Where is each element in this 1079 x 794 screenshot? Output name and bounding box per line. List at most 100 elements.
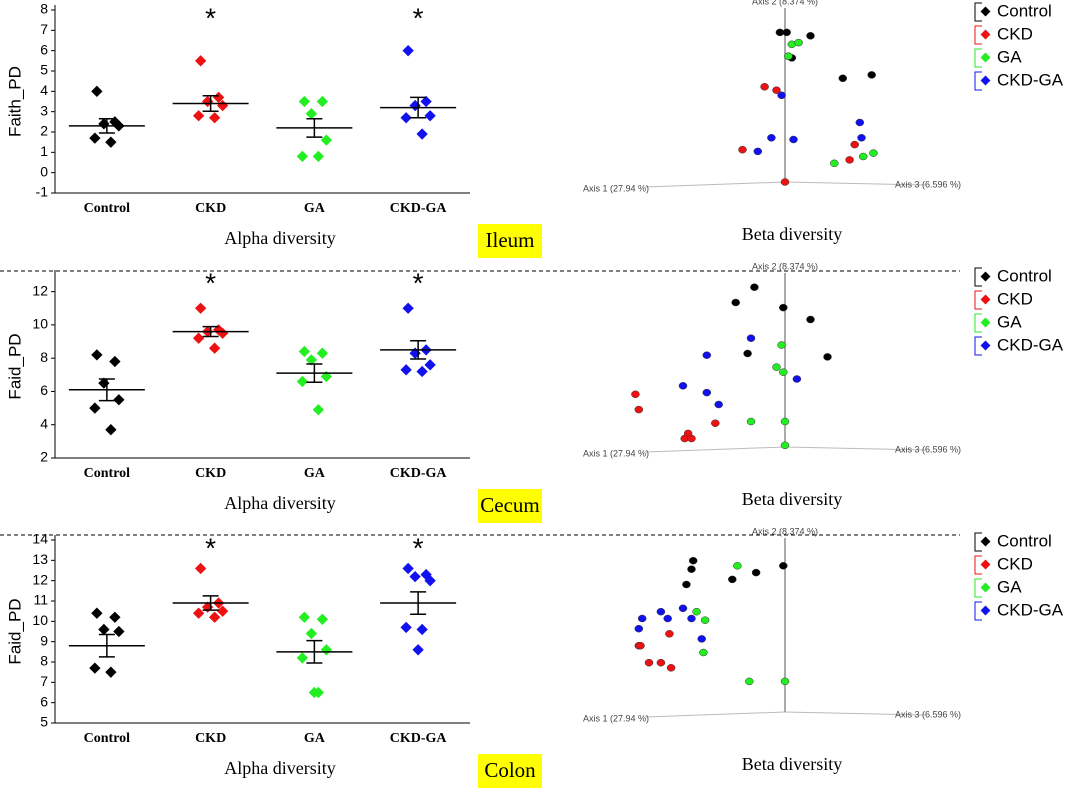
x-tick-label: CKD <box>195 466 226 481</box>
data-point <box>634 624 644 633</box>
axis-label: Axis 1 (27.94 %) <box>583 713 649 723</box>
data-point <box>89 662 101 674</box>
data-point <box>838 74 848 83</box>
data-point <box>743 349 752 358</box>
data-point <box>782 28 791 37</box>
data-point <box>711 419 720 427</box>
data-point <box>697 635 706 643</box>
legend-swatch <box>980 605 991 616</box>
data-point <box>855 118 865 127</box>
data-point <box>794 38 803 47</box>
legend-box <box>974 71 982 91</box>
data-point <box>316 347 329 359</box>
data-point <box>296 375 309 388</box>
legend-swatch <box>980 536 991 547</box>
x-tick-label: CKD <box>195 201 226 216</box>
axis-label: Axis 3 (6.596 %) <box>895 709 961 719</box>
data-point <box>760 83 769 91</box>
y-tick-label: 7 <box>40 673 48 689</box>
legend-label: GA <box>997 47 1022 66</box>
data-point <box>779 562 788 570</box>
x-tick-label: CKD-GA <box>390 466 448 481</box>
data-point <box>823 353 832 361</box>
y-tick-label: 0 <box>40 163 48 179</box>
data-point <box>714 400 723 409</box>
legend-box <box>974 336 982 356</box>
axis-label: Axis 1 (27.94 %) <box>583 183 649 193</box>
error-bar <box>98 633 115 658</box>
x-tick-label: GA <box>304 466 326 481</box>
y-tick-label: 14 <box>32 531 48 547</box>
data-point <box>656 607 666 616</box>
legend-box <box>974 532 982 552</box>
error-bar <box>98 118 115 134</box>
y-tick-label: 1 <box>40 143 48 159</box>
legend-swatch <box>980 52 991 63</box>
y-axis-label: Faid_PD <box>5 333 24 399</box>
legend-swatch <box>980 294 991 305</box>
y-tick-label: 4 <box>40 82 48 98</box>
significance: * <box>205 532 216 563</box>
data-point <box>779 303 788 312</box>
error-bar <box>306 118 323 138</box>
x-axis-label: Beta diversity <box>742 224 842 244</box>
data-point <box>316 95 329 108</box>
pc-axis <box>784 181 926 186</box>
legend-label: CKD <box>997 289 1033 308</box>
y-tick-label: 2 <box>40 123 48 139</box>
legend-box <box>974 25 982 45</box>
data-point <box>665 630 674 638</box>
y-tick-label: 8 <box>40 349 48 365</box>
legend-label: CKD-GA <box>997 600 1064 619</box>
region-label: Cecum <box>480 493 539 517</box>
data-point <box>738 145 747 154</box>
legend-swatch <box>980 559 991 570</box>
data-point <box>767 134 776 142</box>
y-tick-label: 5 <box>40 714 48 730</box>
data-point <box>850 140 859 149</box>
data-point <box>792 375 802 383</box>
data-point <box>751 568 761 577</box>
y-tick-label: 4 <box>40 415 48 431</box>
legend-swatch <box>980 317 991 328</box>
region-box <box>478 489 542 523</box>
data-point <box>830 159 839 168</box>
data-point <box>216 605 229 617</box>
axis-label: Axis 2 (8.374 %) <box>752 0 818 6</box>
data-point <box>409 570 421 583</box>
data-point <box>753 147 763 156</box>
axis-label: Axis 2 (8.374 %) <box>752 526 818 536</box>
x-tick-label: GA <box>304 731 326 746</box>
data-point <box>416 128 428 140</box>
legend-label: CKD <box>997 554 1033 573</box>
data-point <box>772 86 781 94</box>
data-point <box>91 85 103 97</box>
data-point <box>728 575 737 584</box>
y-tick-label: 8 <box>40 1 48 17</box>
axis-label: Axis 3 (6.596 %) <box>895 179 961 189</box>
y-tick-label: -1 <box>36 184 49 200</box>
data-point <box>105 424 117 436</box>
legend-box <box>974 313 982 333</box>
x-tick-label: Control <box>84 731 131 746</box>
legend-swatch <box>980 29 991 40</box>
pc-axis <box>784 711 926 716</box>
significance: * <box>413 532 424 563</box>
y-tick-label: 12 <box>32 282 48 298</box>
y-tick-label: 3 <box>40 102 48 118</box>
data-point <box>194 562 207 575</box>
legend-box <box>974 601 982 621</box>
data-point <box>320 644 333 656</box>
data-point <box>666 664 676 672</box>
y-tick-label: 10 <box>32 316 48 332</box>
x-axis-label: Beta diversity <box>742 489 842 509</box>
x-axis-label: Alpha diversity <box>224 228 335 248</box>
data-point <box>194 302 207 314</box>
data-point <box>687 434 696 443</box>
data-point <box>731 298 740 307</box>
data-point <box>91 349 103 361</box>
data-point <box>634 405 644 414</box>
data-point <box>208 342 221 354</box>
data-point <box>687 565 696 573</box>
data-point <box>806 32 815 40</box>
